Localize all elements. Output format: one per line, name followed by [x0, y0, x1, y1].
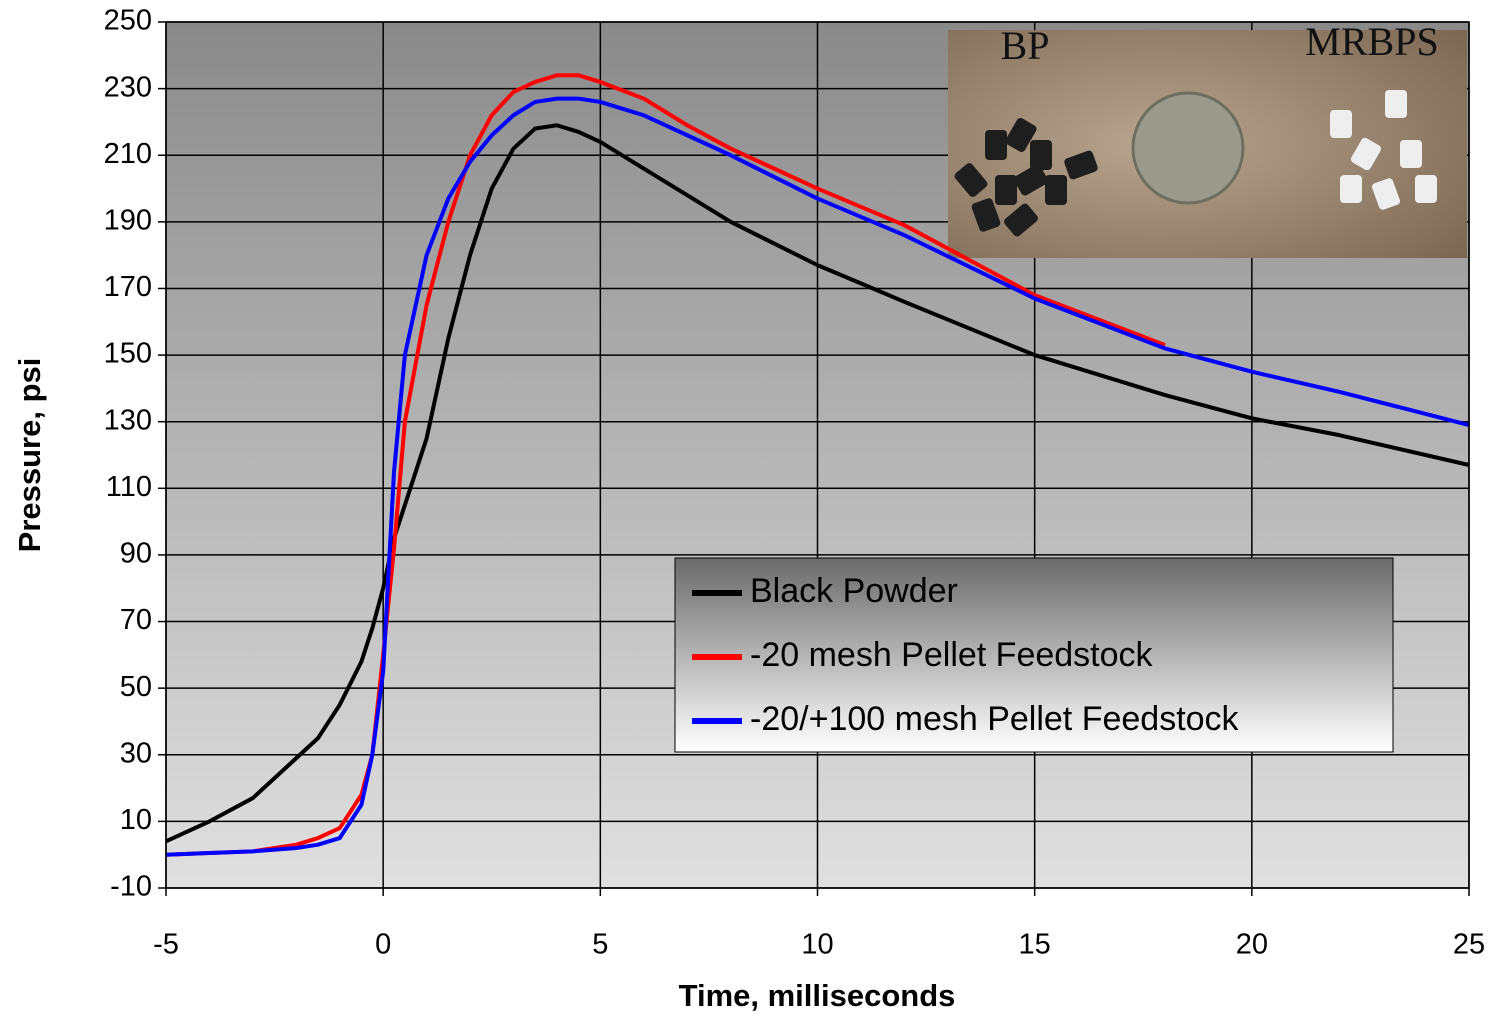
- y-tick-label: 190: [104, 205, 152, 237]
- y-tick-label: 130: [104, 404, 152, 436]
- y-tick-label: -10: [110, 871, 152, 903]
- y-tick-label: 110: [106, 471, 152, 503]
- y-tick-label: 230: [104, 71, 152, 103]
- x-axis-label: Time, milliseconds: [679, 978, 956, 1013]
- legend-box: [674, 557, 1394, 753]
- y-tick-label: 250: [104, 5, 152, 37]
- x-tick-label: 5: [592, 929, 608, 961]
- y-tick-label: 50: [120, 671, 152, 703]
- x-tick-label: 10: [801, 929, 833, 961]
- y-tick-label: 10: [120, 804, 152, 836]
- y-tick-label: 90: [120, 538, 152, 570]
- x-tick-label: 20: [1236, 929, 1268, 961]
- series-line: [165, 73, 1166, 857]
- legend-label: -20 mesh Pellet Feedstock: [750, 636, 1154, 674]
- y-tick-label: 30: [120, 737, 152, 769]
- x-tick-label: 25: [1453, 929, 1485, 961]
- legend-label: -20/+100 mesh Pellet Feedstock: [750, 700, 1240, 738]
- x-tick-label: 15: [1019, 929, 1051, 961]
- series-line: [165, 96, 1470, 857]
- x-tick-label: 0: [375, 929, 391, 961]
- y-axis-label: Pressure, psi: [12, 358, 47, 553]
- inset-label: MRBPS: [1305, 19, 1438, 64]
- y-tick-label: 210: [104, 138, 152, 170]
- legend: Black Powder -20 mesh Pellet Feedstock -20…: [674, 557, 1394, 753]
- series-line: [165, 123, 1470, 844]
- x-tick-label: -5: [153, 929, 179, 961]
- inset-photo: BP MRBPS: [948, 19, 1467, 258]
- inset-label: BP: [1001, 23, 1050, 68]
- y-tick-label: 150: [104, 338, 152, 370]
- y-tick-label: 170: [104, 271, 152, 303]
- legend-label: Black Powder: [750, 572, 958, 610]
- y-tick-label: 70: [120, 604, 152, 636]
